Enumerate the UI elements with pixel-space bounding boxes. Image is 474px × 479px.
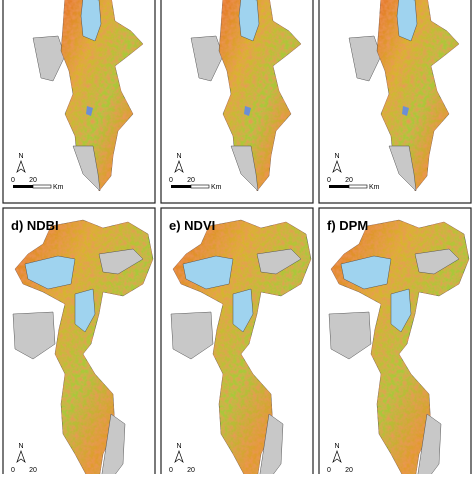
scale-bar [171,185,191,188]
scale-bar [348,184,368,189]
north-arrow [174,159,184,173]
north-arrow [16,159,26,173]
scale-start: 0 [11,467,15,474]
scale-start: 0 [327,177,331,184]
map-panel: f) DPM N 0 20 [318,207,472,479]
scale-unit: Km [53,184,64,191]
map-panel: N 0 20 Km [160,0,314,204]
scale-start: 0 [169,177,173,184]
scale-end: 20 [29,467,37,474]
north-label: N [334,153,339,160]
scale-bar [329,185,349,188]
scale-end: 20 [29,177,37,184]
north-label: N [176,443,181,450]
map-panel: N 0 20 Km [318,0,472,204]
north-label: N [176,153,181,160]
scale-start: 0 [327,467,331,474]
scale-end: 20 [345,467,353,474]
panel-label: e) NDVI [169,218,215,233]
north-arrow [332,449,342,463]
scale-bar [190,184,210,189]
panel-label: d) NDBI [11,218,59,233]
scale-end: 20 [187,177,195,184]
scale-bar [13,185,33,188]
scale-end: 20 [187,467,195,474]
north-label: N [18,443,23,450]
map-panel: e) NDVI N 0 20 [160,207,314,479]
panel-label: f) DPM [327,218,368,233]
map-panel: N 0 20 Km [2,0,156,204]
map-panel: d) NDBI N 0 20 [2,207,156,479]
scale-start: 0 [169,467,173,474]
scale-bar [32,184,52,189]
scale-unit: Km [369,184,380,191]
north-label: N [334,443,339,450]
north-arrow [16,449,26,463]
scale-unit: Km [211,184,222,191]
north-arrow [174,449,184,463]
north-label: N [18,153,23,160]
north-arrow [332,159,342,173]
scale-start: 0 [11,177,15,184]
scale-end: 20 [345,177,353,184]
